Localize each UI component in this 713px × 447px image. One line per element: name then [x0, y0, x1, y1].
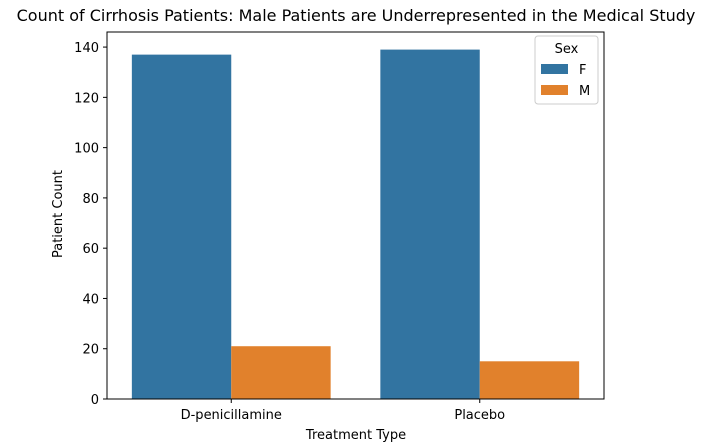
y-tick-label: 20 [82, 343, 99, 358]
plot-area: D-penicillamine Placebo 0 20 40 60 80 100 120 140 [74, 31, 605, 423]
bar-f-1 [131, 54, 232, 399]
y-tick-label: 0 [91, 393, 99, 408]
x-tick-label: D-penicillamine [181, 408, 282, 423]
legend-title: Sex [555, 42, 579, 57]
x-axis-label: Treatment Type [305, 428, 406, 443]
legend-swatch-m [541, 85, 568, 95]
bar-m-2 [479, 361, 580, 399]
legend-swatch-f [541, 64, 568, 74]
y-tick-label: 120 [74, 91, 99, 106]
y-tick-label: 60 [82, 242, 99, 257]
y-tick-label: 140 [74, 41, 99, 56]
legend-label-m: M [579, 84, 590, 99]
plot-frame [106, 31, 605, 400]
y-tick-label: 100 [74, 142, 99, 157]
chart-title: Count of Cirrhosis Patients: Male Patien… [17, 6, 696, 25]
y-tick-label: 80 [82, 192, 99, 207]
legend-label-f: F [579, 63, 586, 78]
bar-f-2 [380, 49, 480, 400]
y-axis-label: Patient Count [51, 170, 66, 258]
x-tick-label: Placebo [454, 408, 505, 423]
bar-m-1 [231, 346, 331, 399]
y-tick-label: 40 [82, 292, 99, 307]
